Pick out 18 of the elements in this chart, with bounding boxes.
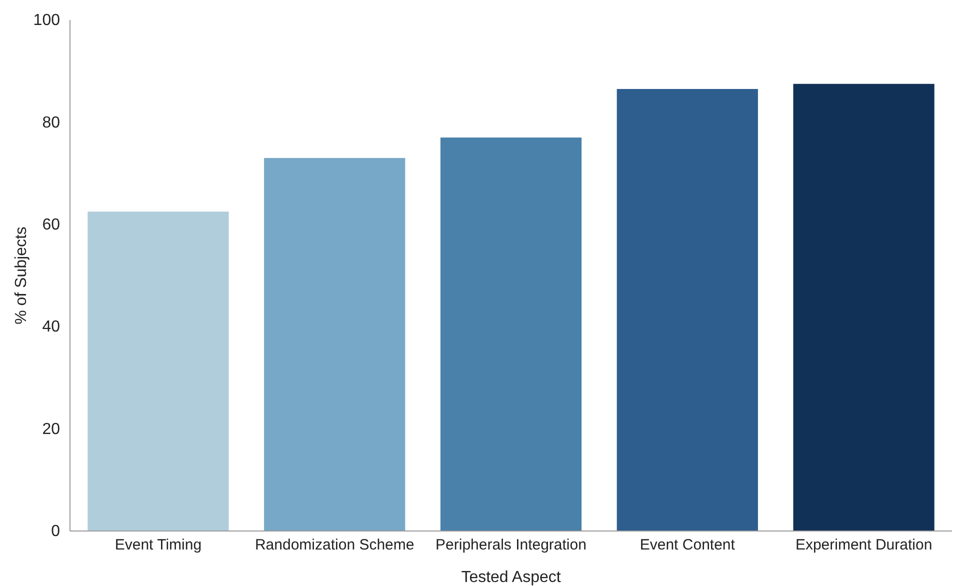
bar — [616, 88, 758, 531]
y-tick-label: 20 — [42, 420, 60, 438]
x-tick-label: Randomization Scheme — [254, 536, 414, 554]
x-tick-label: Peripherals Integration — [436, 536, 586, 554]
y-tick-label: 40 — [42, 318, 60, 336]
x-axis-title: Tested Aspect — [461, 569, 562, 586]
x-tick-label: Experiment Duration — [795, 536, 932, 554]
bar — [88, 212, 229, 531]
y-tick-label: 0 — [51, 523, 60, 540]
bar — [264, 158, 406, 531]
y-axis-title: % of Subjects — [13, 226, 30, 324]
y-tick-label: 60 — [42, 216, 60, 234]
y-tick-label: 100 — [33, 12, 60, 30]
bar — [793, 84, 934, 531]
y-tick-label: 80 — [42, 114, 60, 132]
bar — [440, 138, 582, 531]
x-tick-label: Event Content — [640, 536, 736, 554]
x-tick-label: Event Timing — [114, 536, 202, 554]
